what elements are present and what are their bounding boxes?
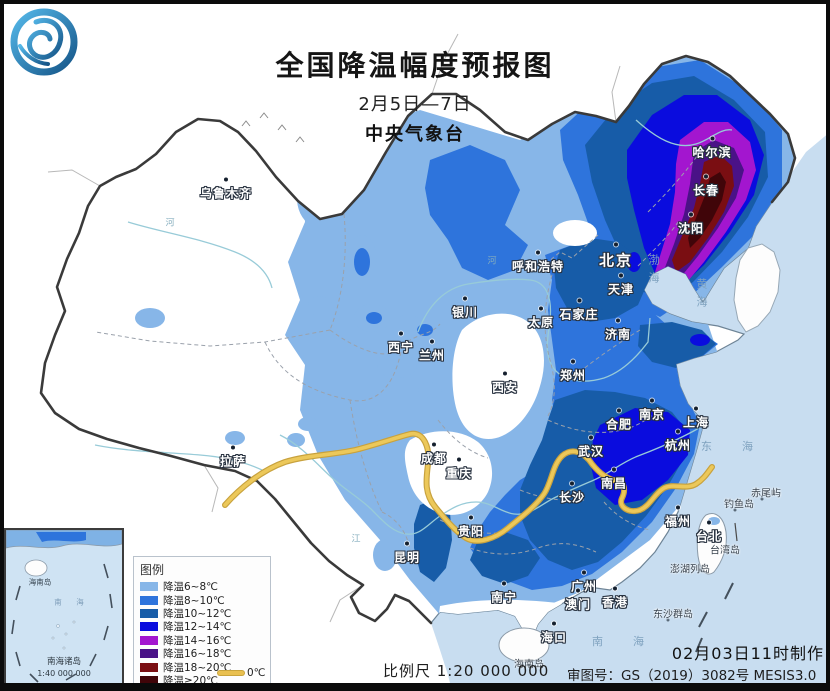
legend-item: 降温16~18℃	[140, 647, 264, 660]
legend-swatch	[140, 582, 158, 592]
inset-label: 海南岛	[28, 577, 52, 587]
inset-title: 南海诸岛	[46, 657, 82, 667]
legend-label: 降温18~20℃	[163, 661, 232, 674]
legend-swatch	[140, 608, 158, 618]
map-scale: 比例尺 1:20 000 000	[383, 662, 550, 680]
inset-map	[6, 530, 122, 683]
legend-label: 降温16~18℃	[163, 648, 232, 661]
legend-swatch	[140, 622, 158, 632]
legend-swatch	[140, 635, 158, 645]
legend-swatch	[140, 649, 158, 659]
logo-wave	[18, 44, 50, 66]
legend-swatch	[140, 675, 158, 685]
legend-item: 降温18~20℃	[140, 660, 264, 674]
foreign-borders	[47, 33, 621, 623]
legend-swatch	[140, 595, 158, 605]
approval-number: 审图号：GS（2019）3082号 MESIS3.0	[567, 668, 817, 684]
legend-item: 降温6~8℃	[140, 580, 264, 593]
isotherm-label: 0℃	[247, 667, 266, 679]
legend-swatch	[140, 662, 158, 672]
cooling-regions	[135, 56, 795, 638]
hainan-island	[498, 627, 550, 663]
inset-label: 南 海	[54, 597, 90, 607]
province-boundaries	[95, 151, 701, 561]
taiwan-cooling-spot	[708, 517, 720, 525]
mountain-marks	[241, 112, 305, 143]
legend-label: 降温14~16℃	[163, 634, 232, 647]
legend-title: 图例	[140, 563, 165, 577]
legend-label: 降温8~10℃	[163, 594, 225, 607]
weather-service-logo	[10, 8, 78, 76]
legend-item: 降温14~16℃	[140, 634, 264, 647]
isotherm-line-sample	[218, 671, 244, 675]
legend-label: 降温10~12℃	[163, 607, 232, 620]
legend-label: 降温12~14℃	[163, 621, 232, 634]
inset-scale: 1:40 000 000	[37, 669, 91, 678]
rivers	[94, 119, 733, 535]
sea-area	[431, 132, 830, 691]
zero-isotherm	[223, 431, 714, 543]
legend-label: 降温6~8℃	[163, 581, 218, 594]
small-islands	[666, 497, 764, 622]
logo-swirl	[27, 18, 64, 60]
legend-box: 图例 降温6~8℃ 降温8~10℃ 降温10~12℃ 降温12~14℃ 降温14~16℃…	[133, 556, 271, 687]
made-time: 02月03日11时制作	[671, 644, 824, 663]
taiwan-pointer	[734, 522, 738, 542]
china-border	[39, 54, 797, 625]
legend-label: 降温≥20℃	[163, 674, 218, 687]
korea-peninsula	[733, 243, 781, 333]
legend-item: 降温12~14℃	[140, 620, 264, 633]
dash-line-segments	[695, 582, 734, 653]
legend-item: 降温8~10℃	[140, 593, 264, 607]
isotherm-legend: 0℃	[218, 667, 265, 679]
legend-items: 降温6~8℃ 降温8~10℃ 降温10~12℃ 降温12~14℃ 降温14~16℃ 降温1…	[140, 580, 264, 687]
taiwan-island	[696, 513, 727, 575]
south-china-sea-inset: 海南岛南 海 南海诸岛 1:40 000 000	[4, 528, 124, 685]
legend-item: 降温10~12℃	[140, 607, 264, 620]
